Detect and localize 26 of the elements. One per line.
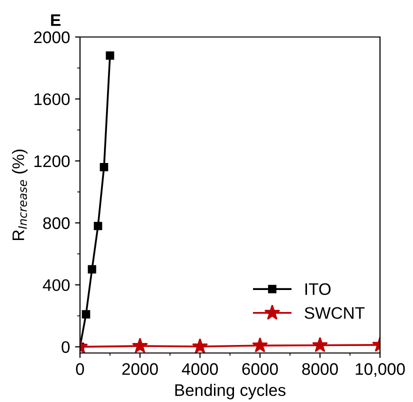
x-tick-label: 4000 [182, 363, 218, 375]
point [100, 162, 108, 172]
y-tick-label: 1200 [34, 155, 70, 168]
y-tick-label: 400 [42, 279, 70, 292]
x-tick-label: 0 [76, 363, 84, 375]
point [106, 51, 114, 60]
point [252, 337, 268, 352]
point [192, 338, 208, 353]
y-tick-label: 2000 [34, 31, 70, 44]
point [82, 310, 90, 318]
y-tick-label: 1600 [34, 93, 70, 106]
x-tick-label: 8000 [302, 363, 338, 375]
legend-label: SWCNT [304, 307, 365, 319]
y-tick-label: 0 [62, 341, 70, 354]
point [312, 336, 328, 352]
point [88, 265, 96, 274]
point [94, 222, 102, 230]
y-axis-title: R$_{Increase}$ (%) [12, 150, 28, 240]
y-tick-label: 800 [43, 217, 70, 230]
legend-label: ITO [305, 283, 331, 296]
x-tick-label: 10,000 [356, 363, 405, 377]
x-axis-title: Bending cycles [175, 384, 286, 400]
x-tick-label: 6000 [242, 363, 278, 375]
point [132, 338, 148, 353]
chart-title: E [51, 14, 60, 26]
x-tick-label: 2000 [122, 363, 158, 375]
